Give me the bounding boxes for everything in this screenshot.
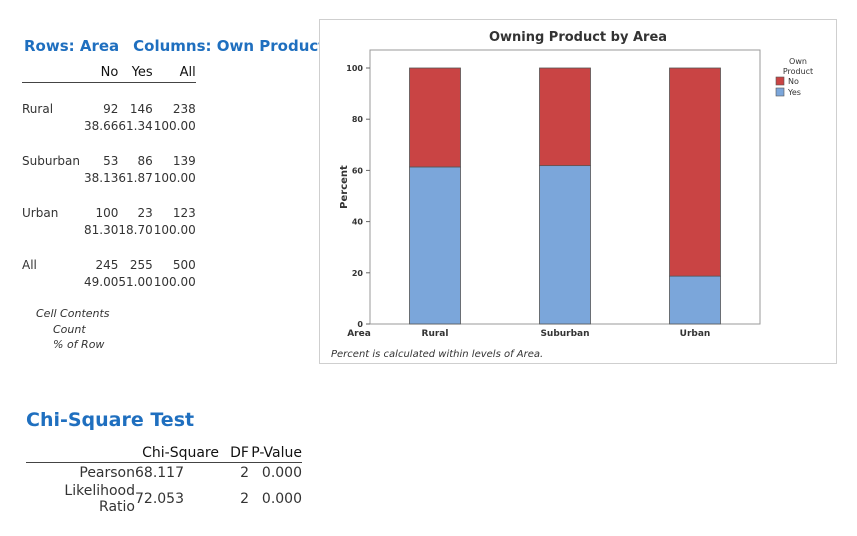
legend-label-no: No — [788, 77, 799, 86]
crosstab-header-yes: Yes — [118, 65, 153, 83]
chi-header-chisquare: Chi-Square — [135, 445, 219, 463]
crosstab-row-pct: 49.00 51.00 100.00 — [22, 274, 196, 292]
crosstab-cell: 38.13 — [84, 171, 119, 186]
crosstab-cell: 255 — [129, 257, 153, 272]
legend-swatch-no — [775, 76, 785, 86]
y-tick-label: 0 — [357, 320, 363, 329]
chart-title: Owning Product by Area — [489, 30, 667, 45]
cell-contents-heading: Cell Contents — [36, 307, 110, 320]
chi-row-label: Pearson — [79, 465, 135, 481]
crosstab-cell: 500 — [172, 257, 196, 272]
crosstab-cell: 245 — [95, 257, 119, 272]
crosstab-cell: 61.87 — [118, 171, 153, 186]
chart-footnote: Percent is calculated within levels of A… — [331, 349, 543, 360]
crosstab-header-no: No — [84, 65, 119, 83]
crosstab-header-all: All — [152, 65, 196, 83]
crosstab-row-count: Urban 100 23 123 — [22, 204, 196, 222]
chi-header-row: Chi-Square DF P-Value — [26, 445, 302, 463]
chart-panel: Owning Product by Area Percent Area Perc… — [319, 19, 837, 364]
crosstab-row-label: All — [22, 257, 37, 272]
chi-square-table: Chi-Square DF P-Value Pearson 68.117 2 0… — [26, 445, 302, 515]
legend-title-line2: Product — [783, 67, 813, 76]
bar-segment-no — [409, 67, 461, 168]
chi-cell: 72.053 — [135, 491, 184, 507]
chart-legend: Own Product No Yes — [775, 57, 813, 97]
bar-segment-yes — [539, 165, 591, 325]
crosstab-cell: 61.34 — [118, 119, 153, 134]
y-tick-label: 20 — [352, 269, 364, 278]
x-tick-label: Urban — [680, 329, 711, 339]
crosstab-cell: 100.00 — [153, 223, 196, 238]
legend-swatch-yes — [775, 87, 785, 97]
chi-cell: 2 — [240, 465, 249, 481]
bar-segment-no — [539, 67, 591, 167]
cell-contents-note: Cell Contents Count % of Row — [36, 306, 110, 353]
crosstab-table: No Yes All Rural 92 146 238 38.66 61.34 … — [22, 65, 196, 291]
chi-header-pvalue: P-Value — [249, 445, 302, 463]
crosstab-cell: 100.00 — [153, 171, 196, 186]
bar-segment-no — [669, 67, 721, 277]
crosstab-cell: 100.00 — [153, 275, 196, 290]
chi-header-blank — [26, 445, 135, 463]
chi-header-df: DF — [219, 445, 249, 463]
cell-contents-count: Count — [53, 322, 86, 336]
y-tick-label: 40 — [352, 218, 364, 227]
crosstab-row-pct: 38.66 61.34 100.00 — [22, 118, 196, 136]
crosstab-cell: 49.00 — [84, 275, 119, 290]
crosstab-cell: 86 — [137, 153, 153, 168]
bar-segment-yes — [409, 166, 461, 325]
crosstab-rows-title: Rows: Area — [24, 37, 120, 55]
crosstab-header-row: No Yes All — [22, 65, 196, 83]
legend-label-yes: Yes — [787, 88, 801, 97]
crosstab-cell: 123 — [172, 205, 196, 220]
crosstab-row-count: Suburban 53 86 139 — [22, 152, 196, 170]
y-tick-label: 60 — [352, 166, 364, 175]
stacked-bar-chart: Owning Product by Area Percent Area Perc… — [331, 30, 813, 360]
crosstab-cell: 100.00 — [153, 119, 196, 134]
crosstab-cell: 238 — [172, 101, 196, 116]
crosstab-cell: 38.66 — [84, 119, 119, 134]
crosstab-row-pct: 81.30 18.70 100.00 — [22, 222, 196, 240]
chi-cell: 2 — [240, 491, 249, 507]
crosstab-row-pct: 38.13 61.87 100.00 — [22, 170, 196, 188]
crosstab-row-label: Suburban — [22, 153, 80, 168]
crosstab-cell: 92 — [103, 101, 119, 116]
y-tick-label: 80 — [352, 115, 364, 124]
crosstab-row-count: Rural 92 146 238 — [22, 100, 196, 118]
chi-row-label: Likelihood Ratio — [64, 483, 135, 515]
crosstab-cell: 53 — [103, 153, 119, 168]
crosstab-cell: 51.00 — [118, 275, 153, 290]
x-tick-label: Rural — [422, 329, 449, 339]
x-axis-label: Area — [347, 329, 371, 339]
y-tick-label: 100 — [346, 64, 363, 73]
legend-title-line1: Own — [789, 57, 807, 66]
crosstab-row-label: Rural — [22, 101, 54, 116]
chi-row: Pearson 68.117 2 0.000 — [26, 463, 302, 484]
crosstab-row-count: All 245 255 500 — [22, 256, 196, 274]
crosstab-cell: 81.30 — [84, 223, 119, 238]
cell-contents-pct: % of Row — [53, 338, 105, 351]
x-tick-label: Suburban — [540, 329, 589, 339]
bar-segment-yes — [669, 275, 721, 325]
crosstab-cell: 139 — [172, 153, 196, 168]
crosstab-cell: 23 — [137, 205, 153, 220]
chi-cell: 68.117 — [135, 465, 184, 481]
crosstab-cell: 146 — [129, 101, 153, 116]
crosstab-row-label: Urban — [22, 205, 59, 220]
crosstab-title: Rows: Area Columns: Own Product — [24, 37, 325, 55]
chi-row: Likelihood Ratio 72.053 2 0.000 — [26, 483, 302, 515]
crosstab-columns-title: Columns: Own Product — [133, 37, 326, 55]
crosstab-cell: 18.70 — [118, 223, 153, 238]
crosstab-cell: 100 — [95, 205, 119, 220]
chi-cell: 0.000 — [261, 465, 302, 481]
chi-square-title: Chi-Square Test — [26, 409, 195, 431]
y-axis-label: Percent — [339, 165, 350, 209]
chi-cell: 0.000 — [261, 491, 302, 507]
crosstab-header-blank — [22, 65, 84, 83]
